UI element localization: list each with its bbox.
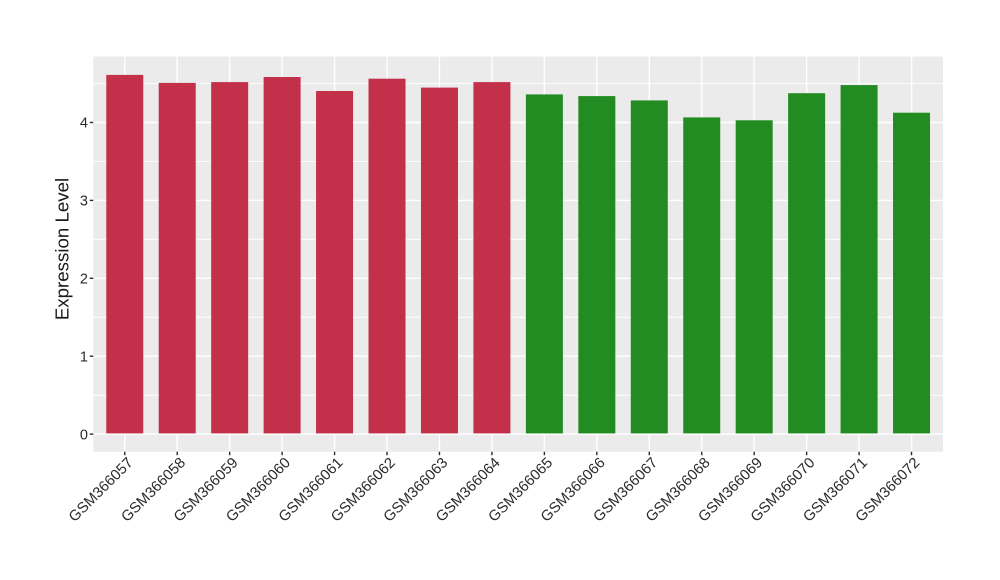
svg-text:Expression Level: Expression Level <box>52 178 73 320</box>
svg-text:3: 3 <box>80 194 88 210</box>
svg-text:2: 2 <box>80 272 88 288</box>
svg-text:0: 0 <box>80 427 88 443</box>
svg-text:1: 1 <box>80 349 88 365</box>
svg-text:4: 4 <box>80 116 88 132</box>
